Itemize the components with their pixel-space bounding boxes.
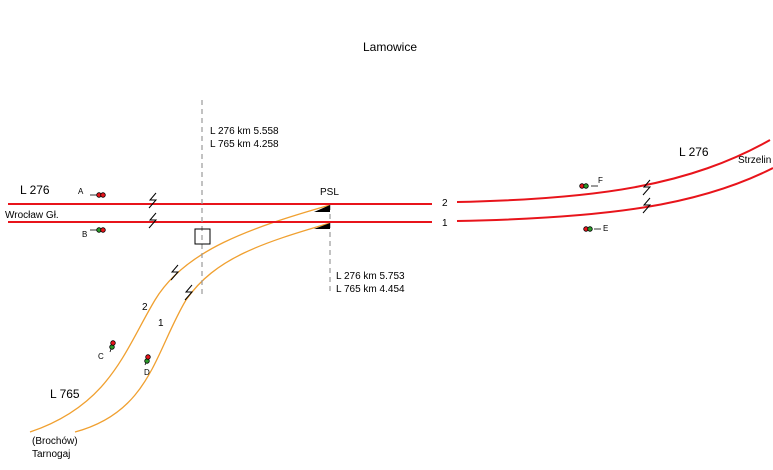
signal-light — [110, 340, 116, 346]
signal-light — [587, 226, 593, 232]
labels: Lamowice L 276 km 5.558 L 765 km 4.258 L… — [5, 40, 771, 460]
line-label: L 276 — [679, 145, 709, 159]
lightning — [642, 179, 652, 196]
signal-label: D — [144, 368, 150, 377]
lightning — [642, 197, 652, 214]
branch-track-2 — [29, 204, 331, 433]
station-label: Wrocław Gł. — [5, 210, 59, 221]
signal-light — [145, 354, 151, 360]
track-number: 1 — [158, 318, 164, 329]
signal-label: B — [82, 230, 87, 239]
track-number: 1 — [442, 218, 448, 229]
station-label: (Brochów) — [32, 436, 78, 447]
track-number: 2 — [142, 302, 148, 313]
line-label: L 276 — [20, 183, 50, 197]
signal-light — [100, 192, 106, 198]
signal-label: C — [98, 352, 104, 361]
track-number: 2 — [442, 198, 448, 209]
signal-label: A — [78, 187, 84, 196]
signals — [90, 183, 601, 366]
siding-label: PSL — [320, 187, 339, 198]
tracks — [8, 100, 773, 433]
signal-label: F — [598, 176, 603, 185]
switch-marker — [314, 223, 330, 229]
station-label: Strzelin — [738, 155, 771, 166]
electrification-marks — [148, 179, 652, 301]
switch-marker — [314, 205, 330, 212]
crossing-box — [194, 228, 211, 245]
km-label: L 765 km 4.258 — [210, 139, 279, 150]
signal-light — [583, 183, 589, 189]
signal-light — [100, 227, 106, 233]
lightning — [148, 212, 158, 229]
km-label: L 276 km 5.558 — [210, 126, 279, 137]
east-track-2 — [456, 139, 771, 203]
branch-track-1 — [74, 222, 331, 433]
lightning — [170, 264, 180, 281]
east-track-1 — [456, 167, 773, 222]
lightning — [184, 284, 194, 301]
lightning — [148, 192, 158, 209]
station-label: Tarnogaj — [32, 449, 70, 460]
km-label: L 276 km 5.753 — [336, 271, 405, 282]
km-label: L 765 km 4.454 — [336, 284, 405, 295]
line-label: L 765 — [50, 387, 80, 401]
title: Lamowice — [363, 40, 417, 54]
signal-label: E — [603, 224, 608, 233]
